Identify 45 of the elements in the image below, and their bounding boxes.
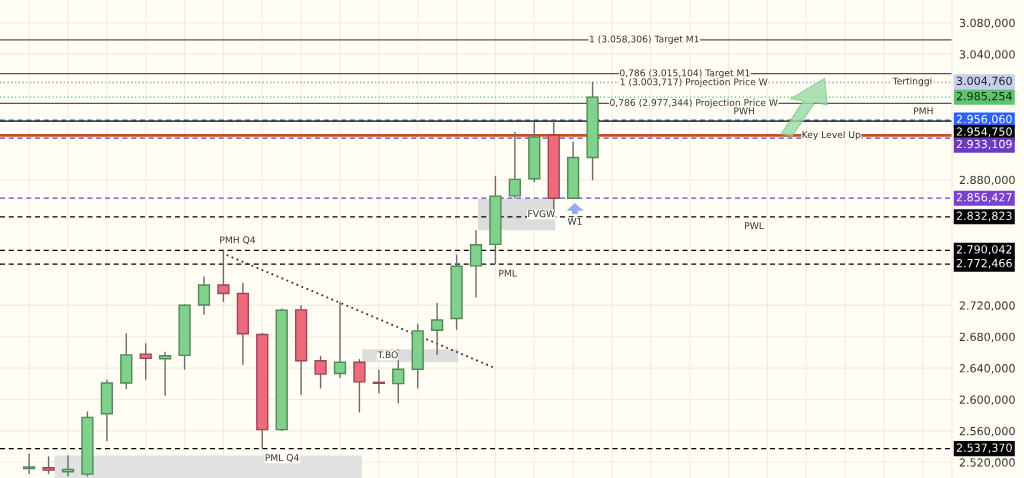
ref-line-label: 2.772,466 bbox=[956, 258, 1012, 269]
ref-line-label: 2.537,370 bbox=[956, 443, 1012, 454]
candlestick bbox=[469, 229, 483, 299]
annotation: PWL bbox=[745, 222, 764, 230]
y-tick-label: 2.520,000 bbox=[959, 458, 1015, 468]
candlestick bbox=[431, 302, 444, 356]
ref-line-label: 2.856,427 bbox=[956, 193, 1012, 203]
y-tick-label: 2.720,000 bbox=[959, 301, 1015, 311]
ref-line-label: 2.985,254 bbox=[956, 91, 1012, 102]
candlestick bbox=[139, 342, 152, 381]
candlestick bbox=[159, 351, 172, 397]
annotation: Key Level Up bbox=[802, 130, 861, 140]
y-tick-label: 2.640,000 bbox=[959, 364, 1015, 374]
annotation: W1 bbox=[567, 218, 582, 225]
annotation: 0,786 (2.977,344) Projection Price W bbox=[610, 98, 778, 108]
annotation: 0,786 (3.015,104) Target M1 bbox=[619, 69, 750, 79]
annotation: PML bbox=[499, 269, 517, 277]
y-tick-label: 2.880,000 bbox=[959, 175, 1015, 186]
ref-line-label: 3.004,760 bbox=[956, 76, 1012, 87]
y-tick-label: 2.600,000 bbox=[959, 395, 1015, 406]
annotation: FVGW bbox=[528, 210, 555, 218]
ref-line-label: 2.832,823 bbox=[956, 211, 1012, 222]
y-tick-label: 3.040,000 bbox=[959, 50, 1015, 60]
ref-line-label: 2.933,109 bbox=[956, 139, 1012, 150]
candlestick bbox=[353, 358, 366, 414]
annotation: PMH Q4 bbox=[220, 236, 256, 245]
ref-line-label: 2.954,750 bbox=[956, 127, 1012, 137]
annotation: 1 (3.058,306) Target M1 bbox=[590, 35, 699, 45]
y-tick-label: 2.680,000 bbox=[959, 332, 1015, 343]
annotation: PMH bbox=[914, 107, 933, 115]
y-tick-label: 3.080,000 bbox=[959, 18, 1015, 29]
y-tick-label: 2.560,000 bbox=[959, 426, 1015, 437]
candlestick bbox=[23, 452, 36, 475]
candlestick bbox=[333, 301, 347, 379]
annotation: Tertinggi bbox=[892, 77, 932, 87]
candlestick bbox=[217, 249, 230, 303]
ref-line-label: 2.956,060 bbox=[956, 114, 1012, 125]
candlestick bbox=[314, 355, 327, 390]
annotation: 1 (3.003,717) Projection Price W bbox=[620, 78, 768, 88]
ref-line-label: 2.790,042 bbox=[956, 245, 1012, 255]
annotation: T.BO bbox=[377, 351, 398, 359]
candlestick bbox=[508, 131, 521, 200]
annotation: PML Q4 bbox=[265, 454, 299, 463]
candlestick bbox=[197, 275, 211, 316]
annotation: PWH bbox=[734, 107, 755, 115]
